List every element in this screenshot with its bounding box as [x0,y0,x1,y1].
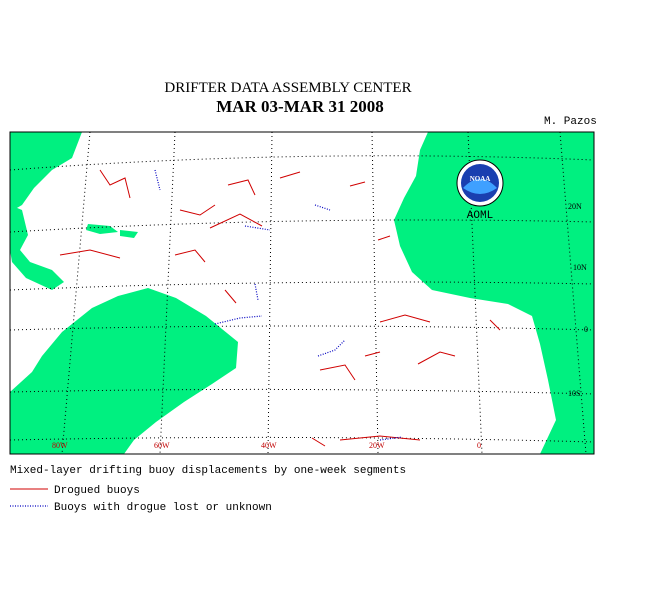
undrogued-track [154,169,161,191]
undrogued-track [244,225,271,231]
drogued-track [339,435,421,441]
grid [10,132,594,454]
lat-label: 10S [568,389,580,398]
drogued-track [364,351,381,357]
legend-item: Drogued buoys [54,485,140,497]
drogued-track [319,364,356,381]
lon-label: 20W [369,441,385,450]
drogued-track [227,179,256,196]
drogued-track [174,249,206,263]
drogued-track [59,249,121,259]
undrogued-track [214,315,263,325]
island [548,245,554,251]
drogued-track [311,437,326,447]
subtitle: MAR 03-MAR 31 2008 [216,97,384,116]
logo-caption: AOML [467,210,493,222]
legend-caption: Mixed-layer drifting buoy displacements … [10,465,406,477]
drogued-track [179,204,216,216]
noaa-logo: NOAA AOML [456,159,504,222]
logo-wave [463,179,497,194]
legend: Mixed-layer drifting buoy displacements … [10,465,406,514]
drogued-track [224,289,237,304]
logo-text: NOAA [470,175,491,183]
lat-label: 20N [568,202,582,211]
caribbean [120,230,138,238]
drifter-tracks [59,169,501,447]
author: M. Pazos [544,116,597,128]
lon-label: 80W [52,441,68,450]
lon-label: 0 [477,441,481,450]
drogued-track [209,213,263,229]
drogued-track [379,314,431,323]
undrogued-track [317,339,346,357]
africa [394,132,594,454]
lat-label: 0 [584,325,588,334]
lon-label: 40W [261,441,277,450]
drogued-track [279,171,301,179]
drogued-track [377,235,391,241]
undrogued-track [254,283,259,301]
south-america [10,288,238,454]
lat-label: 10N [573,263,587,272]
drogued-track [99,169,131,199]
drogued-track [489,319,501,331]
caribbean [86,224,118,234]
map: NOAA AOML 20N 10N 0 10S 80W 60W 40W 20W … [9,131,595,455]
legend-item: Buoys with drogue lost or unknown [54,502,272,514]
drogued-track [349,181,366,187]
central-america [10,205,64,290]
undrogued-track [314,204,331,211]
title: DRIFTER DATA ASSEMBLY CENTER [164,80,411,96]
drogued-track [417,351,456,365]
north-america [10,132,82,212]
lon-label: 60W [154,441,170,450]
map-frame [9,131,595,455]
